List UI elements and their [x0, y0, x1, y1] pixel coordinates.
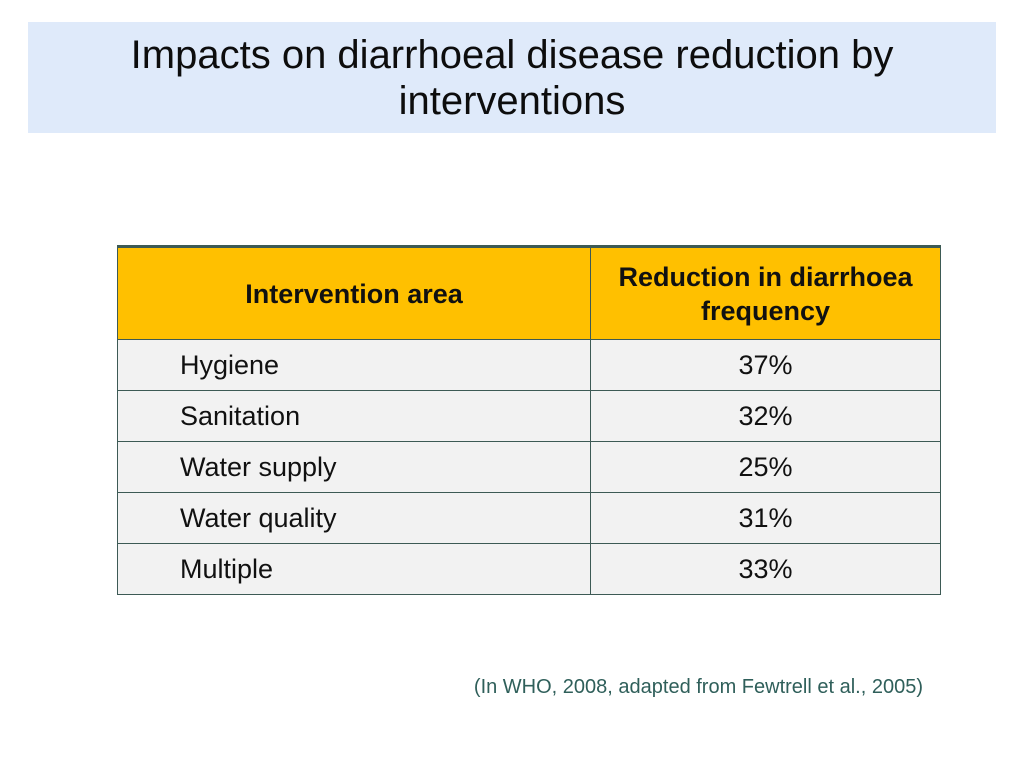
table-row: Water supply 25% [117, 441, 941, 493]
header-intervention-area: Intervention area [117, 246, 591, 340]
cell-area: Water quality [117, 492, 591, 544]
cell-reduction: 25% [590, 441, 941, 493]
table-row: Sanitation 32% [117, 390, 941, 442]
cell-reduction: 31% [590, 492, 941, 544]
cell-reduction: 33% [590, 543, 941, 595]
slide-title: Impacts on diarrhoeal disease reduction … [130, 32, 894, 123]
source-citation: (In WHO, 2008, adapted from Fewtrell et … [473, 676, 923, 698]
cell-area: Sanitation [117, 390, 591, 442]
intervention-table: Intervention area Reduction in diarrhoea… [117, 245, 941, 595]
cell-reduction: 32% [590, 390, 941, 442]
header-reduction-frequency: Reduction in diarrhoea frequency [590, 246, 941, 340]
cell-area: Hygiene [117, 339, 591, 391]
table-row: Hygiene 37% [117, 339, 941, 391]
cell-area: Multiple [117, 543, 591, 595]
table-row: Water quality 31% [117, 492, 941, 544]
title-bar: Impacts on diarrhoeal disease reduction … [28, 22, 996, 133]
table-row: Multiple 33% [117, 543, 941, 595]
cell-reduction: 37% [590, 339, 941, 391]
table-header-row: Intervention area Reduction in diarrhoea… [117, 246, 941, 340]
cell-area: Water supply [117, 441, 591, 493]
